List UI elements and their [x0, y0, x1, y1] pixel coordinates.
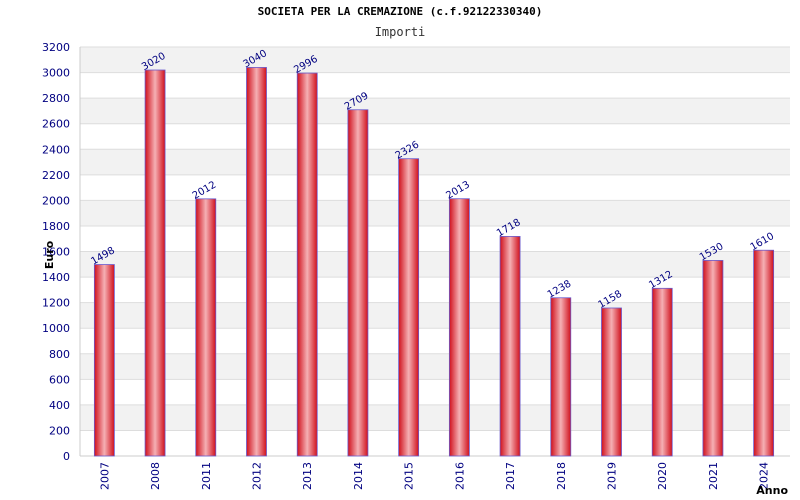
x-tick-label: 2008 [149, 462, 162, 490]
x-axis-label: Anno [756, 484, 788, 497]
bar [601, 307, 622, 457]
y-tick-label: 3200 [42, 41, 70, 54]
x-tick-label: 2012 [251, 462, 264, 490]
grid-band [80, 98, 790, 124]
bar [550, 297, 572, 457]
x-tick-label: 2018 [555, 462, 568, 490]
bars [93, 67, 775, 457]
grid-band [80, 149, 790, 175]
x-tick-label: 2013 [301, 462, 314, 490]
grid-band [80, 200, 790, 226]
bar [651, 287, 673, 457]
y-tick-label: 2200 [42, 169, 70, 182]
y-tick-label: 1000 [42, 322, 70, 335]
grid-band [80, 174, 790, 201]
grid-band [80, 328, 790, 354]
x-tick-label: 2017 [504, 462, 517, 490]
bar [347, 109, 369, 457]
x-tick-label: 2015 [403, 462, 416, 490]
grid-band [80, 277, 790, 303]
chart-title: SOCIETA PER LA CREMAZIONE (c.f.921223303… [257, 5, 543, 18]
y-tick-label: 0 [63, 450, 70, 463]
x-tick-label: 2007 [98, 462, 111, 490]
grid-band [80, 430, 790, 456]
grid-band [80, 72, 790, 99]
x-tick-label: 2011 [200, 462, 213, 490]
bar [702, 260, 724, 457]
grid-band [80, 47, 790, 73]
y-tick-label: 2600 [42, 118, 70, 131]
bar [448, 198, 470, 457]
y-tick-label: 1800 [42, 220, 70, 233]
y-axis-ticks: 0 200 400 600 800 1000 1200 1400 1600 1800 2000 220… [42, 41, 70, 463]
bar [195, 198, 217, 457]
y-tick-label: 200 [49, 424, 70, 437]
grid-band [80, 353, 790, 380]
y-axis-label: Euro [43, 240, 56, 269]
x-tick-label: 2020 [656, 462, 669, 490]
y-tick-label: 2400 [42, 143, 70, 156]
x-tick-label: 2019 [606, 462, 619, 490]
x-axis-ticks: 2007 2008 2011 2012 2013 2014 2015 2016 2017 2018… [98, 462, 770, 490]
x-tick-label: 2021 [707, 462, 720, 490]
y-tick-label: 1200 [42, 297, 70, 310]
grid-band [80, 302, 790, 329]
grid-band [80, 379, 790, 405]
y-tick-label: 2000 [42, 194, 70, 207]
y-tick-label: 2800 [42, 92, 70, 105]
chart-subtitle: Importi [374, 25, 426, 39]
bar [753, 249, 775, 457]
y-tick-label: 1400 [42, 271, 70, 284]
bar [296, 72, 318, 457]
grid-band [80, 404, 790, 431]
grid-band [80, 251, 790, 278]
grid-band [80, 225, 790, 252]
grid-band [80, 123, 790, 150]
y-tick-label: 3000 [42, 67, 70, 80]
y-tick-label: 600 [49, 373, 70, 386]
bar [499, 236, 521, 457]
bar [246, 67, 267, 457]
x-tick-label: 2016 [453, 462, 466, 490]
x-tick-label: 2024 [758, 462, 771, 490]
bar [93, 264, 115, 457]
bar [144, 69, 166, 457]
y-tick-label: 1600 [42, 246, 70, 259]
y-tick-label: 400 [49, 399, 70, 412]
x-tick-label: 2014 [352, 462, 365, 490]
bar [398, 158, 420, 457]
y-tick-label: 800 [49, 348, 70, 361]
